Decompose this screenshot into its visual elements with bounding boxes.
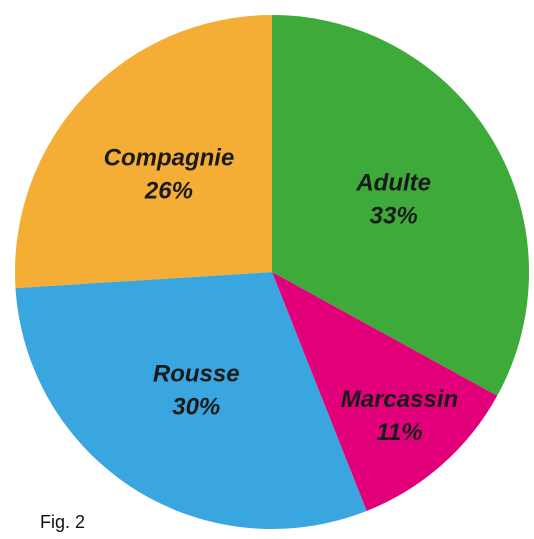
slice-label: Adulte bbox=[355, 169, 431, 196]
pie-slice bbox=[272, 272, 498, 511]
caption: Fig. 2 bbox=[40, 512, 85, 532]
slice-label: Marcassin bbox=[341, 386, 458, 413]
slice-label: Compagnie bbox=[104, 145, 235, 172]
pie-slice bbox=[272, 15, 529, 396]
slice-value: 33% bbox=[370, 202, 418, 229]
pie-slice bbox=[14, 15, 272, 289]
pie-slice bbox=[15, 272, 367, 529]
slice-label: Rousse bbox=[153, 361, 240, 388]
slice-value: 26% bbox=[144, 178, 193, 205]
slice-value: 11% bbox=[376, 419, 422, 446]
slice-value: 30% bbox=[172, 394, 220, 421]
